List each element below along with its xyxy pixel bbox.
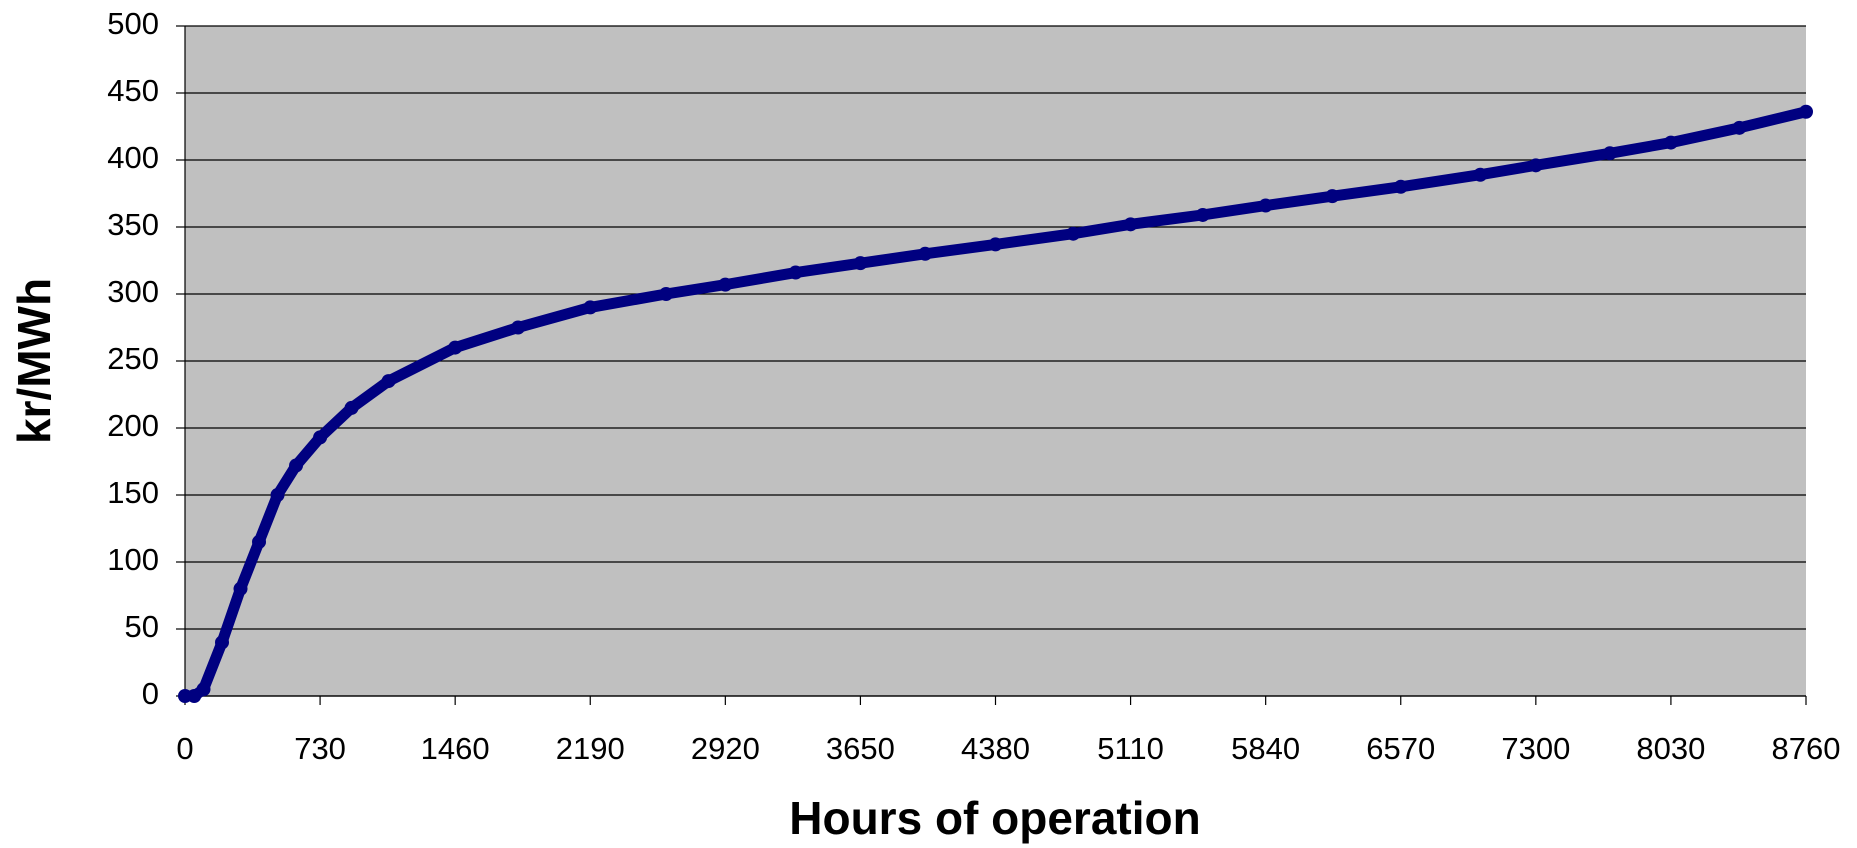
data-point [215,635,230,650]
data-point [718,277,733,292]
data-point [1799,104,1813,119]
data-point [448,340,463,355]
data-point [918,246,933,261]
y-tick-label: 350 [107,207,159,242]
data-point [313,430,328,445]
data-point [1195,207,1210,222]
x-tick-label: 2190 [556,731,625,766]
data-point [988,237,1003,252]
data-point [252,534,267,549]
y-tick-label: 400 [107,140,159,175]
y-tick-label: 50 [125,609,159,644]
data-point [1123,217,1138,232]
y-tick-label: 250 [107,341,159,376]
x-tick-label: 5110 [1097,731,1164,766]
data-point [1393,179,1408,194]
data-point [1258,198,1273,213]
data-point [788,265,803,280]
data-point [583,300,598,315]
data-point [270,488,285,502]
data-point [196,682,211,697]
y-axis-title: kr/MWh [8,278,60,444]
data-point [853,256,868,271]
data-point [511,320,526,335]
data-point [1528,158,1543,173]
data-point [381,374,396,389]
x-tick-label: 3650 [826,731,895,766]
x-tick-label: 730 [294,731,346,766]
data-line [179,106,1812,702]
y-tick-label: 200 [107,408,159,443]
data-point [344,400,359,415]
y-tick-label: 100 [107,542,159,577]
x-tick-label: 8030 [1636,731,1705,766]
data-point [1325,189,1340,204]
x-tick-label: 6570 [1366,731,1435,766]
data-point [1066,226,1081,241]
data-point [1473,167,1488,182]
x-tick-label: 8760 [1772,731,1841,766]
x-axis-title: Hours of operation [789,792,1200,844]
y-tick-label: 0 [142,676,159,711]
x-tick-label: 1460 [421,731,490,766]
data-point [1732,120,1747,135]
y-tick-label: 450 [107,73,159,108]
data-point [233,581,248,596]
y-tick-label: 300 [107,274,159,309]
data-point [289,458,304,473]
y-tick-label: 150 [107,475,159,510]
x-tick-label: 7300 [1501,731,1570,766]
x-tick-label: 2920 [691,731,760,766]
data-point [659,287,674,301]
y-tick-label: 500 [107,6,159,41]
x-tick-label: 0 [176,731,193,766]
x-tick-label: 4380 [961,731,1030,766]
x-tick-label: 5840 [1231,731,1300,766]
data-point [1602,146,1617,161]
data-point [1663,135,1678,150]
